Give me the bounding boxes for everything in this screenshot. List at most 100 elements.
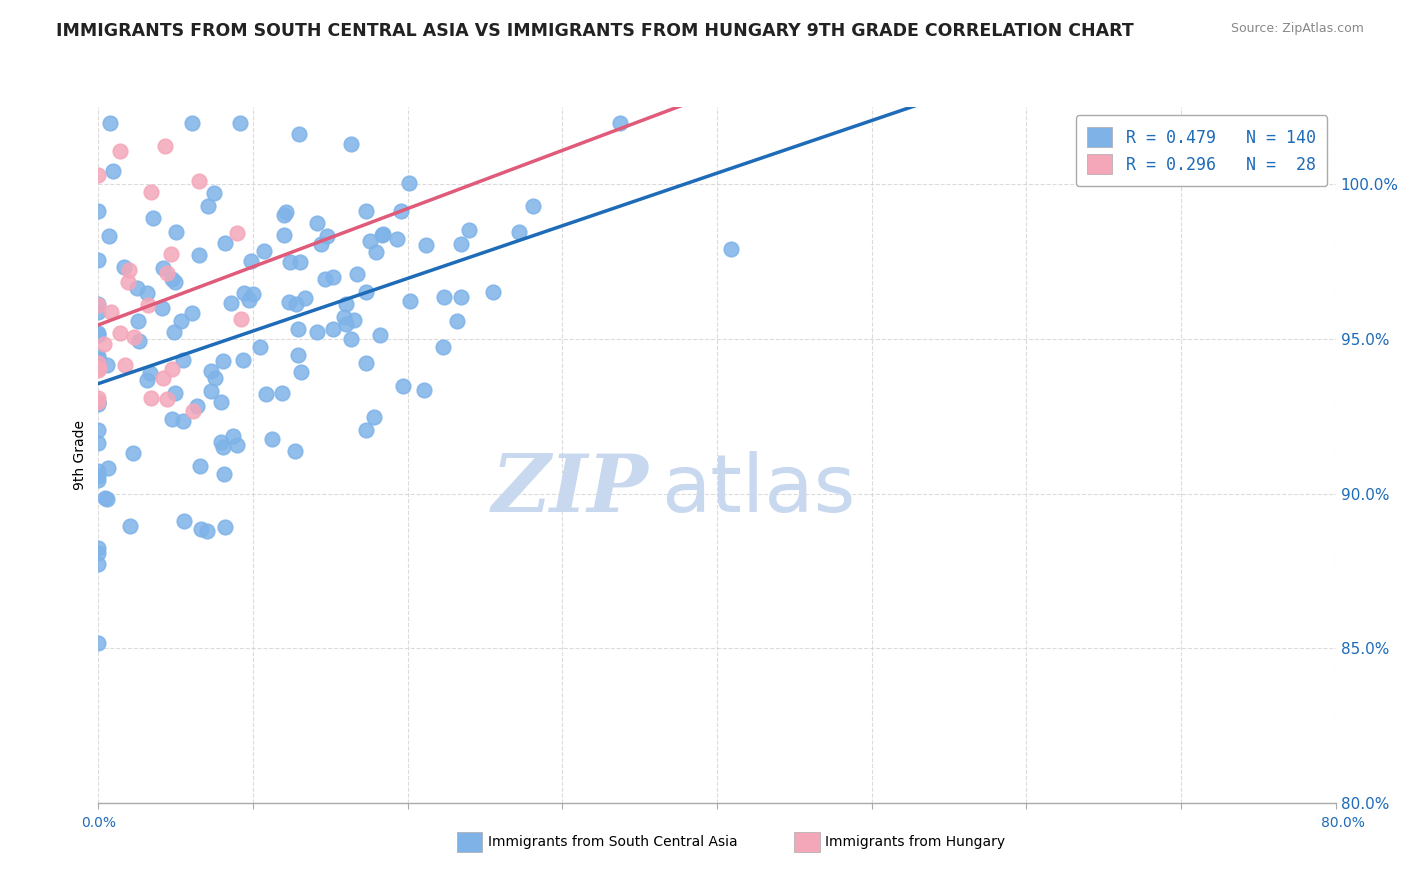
Point: [153, 139, 176, 153]
Point: [450, 290, 472, 304]
Point: [195, 524, 218, 538]
Point: [94, 491, 117, 505]
Point: [93, 337, 115, 351]
Point: [363, 410, 385, 425]
Text: IMMIGRANTS FROM SOUTH CENTRAL ASIA VS IMMIGRANTS FROM HUNGARY 9TH GRADE CORRELAT: IMMIGRANTS FROM SOUTH CENTRAL ASIA VS IM…: [56, 22, 1135, 40]
Point: [354, 285, 377, 299]
Point: [87, 395, 110, 409]
Point: [165, 385, 187, 400]
Point: [238, 293, 260, 308]
Point: [112, 260, 135, 274]
Point: [87, 546, 110, 560]
Point: [273, 209, 295, 223]
Point: [212, 354, 235, 368]
Point: [96, 358, 118, 372]
Point: [270, 386, 292, 401]
Point: [609, 115, 631, 129]
Point: [204, 371, 226, 385]
Point: [87, 358, 110, 372]
Point: [212, 467, 235, 481]
Point: [508, 225, 530, 239]
Point: [371, 227, 394, 242]
Point: [399, 294, 422, 309]
Point: [160, 361, 183, 376]
Point: [87, 298, 110, 312]
Point: [169, 314, 191, 328]
Point: [87, 327, 110, 342]
Text: ZIP: ZIP: [492, 451, 650, 528]
Point: [226, 437, 249, 451]
Point: [186, 399, 208, 413]
Point: [284, 444, 307, 458]
Point: [219, 296, 242, 310]
Point: [98, 228, 121, 243]
Point: [389, 203, 412, 218]
Point: [125, 281, 148, 295]
Point: [229, 115, 252, 129]
Point: [136, 285, 159, 300]
Point: [398, 176, 420, 190]
Point: [311, 237, 333, 252]
Point: [139, 391, 162, 405]
Point: [117, 275, 139, 289]
Point: [181, 306, 204, 320]
Point: [354, 204, 377, 219]
Point: [335, 297, 357, 311]
Point: [343, 312, 366, 326]
Point: [118, 519, 141, 533]
Text: Immigrants from South Central Asia: Immigrants from South Central Asia: [488, 835, 738, 849]
Point: [150, 301, 173, 315]
Point: [307, 216, 329, 230]
Point: [242, 286, 264, 301]
Point: [322, 270, 344, 285]
Text: Source: ZipAtlas.com: Source: ZipAtlas.com: [1230, 22, 1364, 36]
Point: [373, 227, 395, 241]
Point: [356, 356, 378, 370]
Point: [256, 387, 278, 401]
Point: [87, 423, 110, 437]
Point: [108, 145, 131, 159]
Point: [260, 433, 283, 447]
Point: [136, 298, 159, 312]
Point: [197, 199, 219, 213]
Point: [346, 268, 368, 282]
Point: [278, 294, 301, 309]
Point: [287, 348, 309, 362]
Point: [181, 115, 204, 129]
Point: [249, 340, 271, 354]
Point: [209, 434, 232, 449]
Point: [100, 305, 122, 319]
Point: [97, 460, 120, 475]
Point: [87, 394, 110, 409]
Point: [340, 332, 363, 346]
Point: [359, 234, 381, 248]
Point: [108, 326, 131, 340]
Point: [354, 423, 377, 437]
Point: [87, 397, 110, 411]
Text: 0.0%: 0.0%: [82, 816, 115, 830]
Point: [142, 211, 165, 225]
Legend: R = 0.479   N = 140, R = 0.296   N =  28: R = 0.479 N = 140, R = 0.296 N = 28: [1076, 115, 1327, 186]
Point: [214, 520, 236, 534]
Point: [364, 245, 387, 260]
Point: [101, 164, 124, 178]
Point: [87, 296, 110, 310]
Text: Immigrants from Hungary: Immigrants from Hungary: [825, 835, 1005, 849]
Point: [415, 238, 437, 252]
Point: [200, 384, 222, 398]
Point: [200, 364, 222, 378]
Point: [87, 356, 110, 370]
Point: [413, 383, 436, 397]
Point: [139, 185, 162, 199]
Point: [160, 412, 183, 426]
Point: [152, 261, 174, 276]
Point: [222, 428, 245, 442]
Point: [160, 247, 183, 261]
Point: [96, 491, 118, 506]
Point: [322, 322, 344, 336]
Point: [87, 354, 110, 368]
Point: [173, 514, 195, 528]
Point: [181, 404, 204, 418]
Point: [87, 464, 110, 478]
Point: [232, 285, 254, 300]
